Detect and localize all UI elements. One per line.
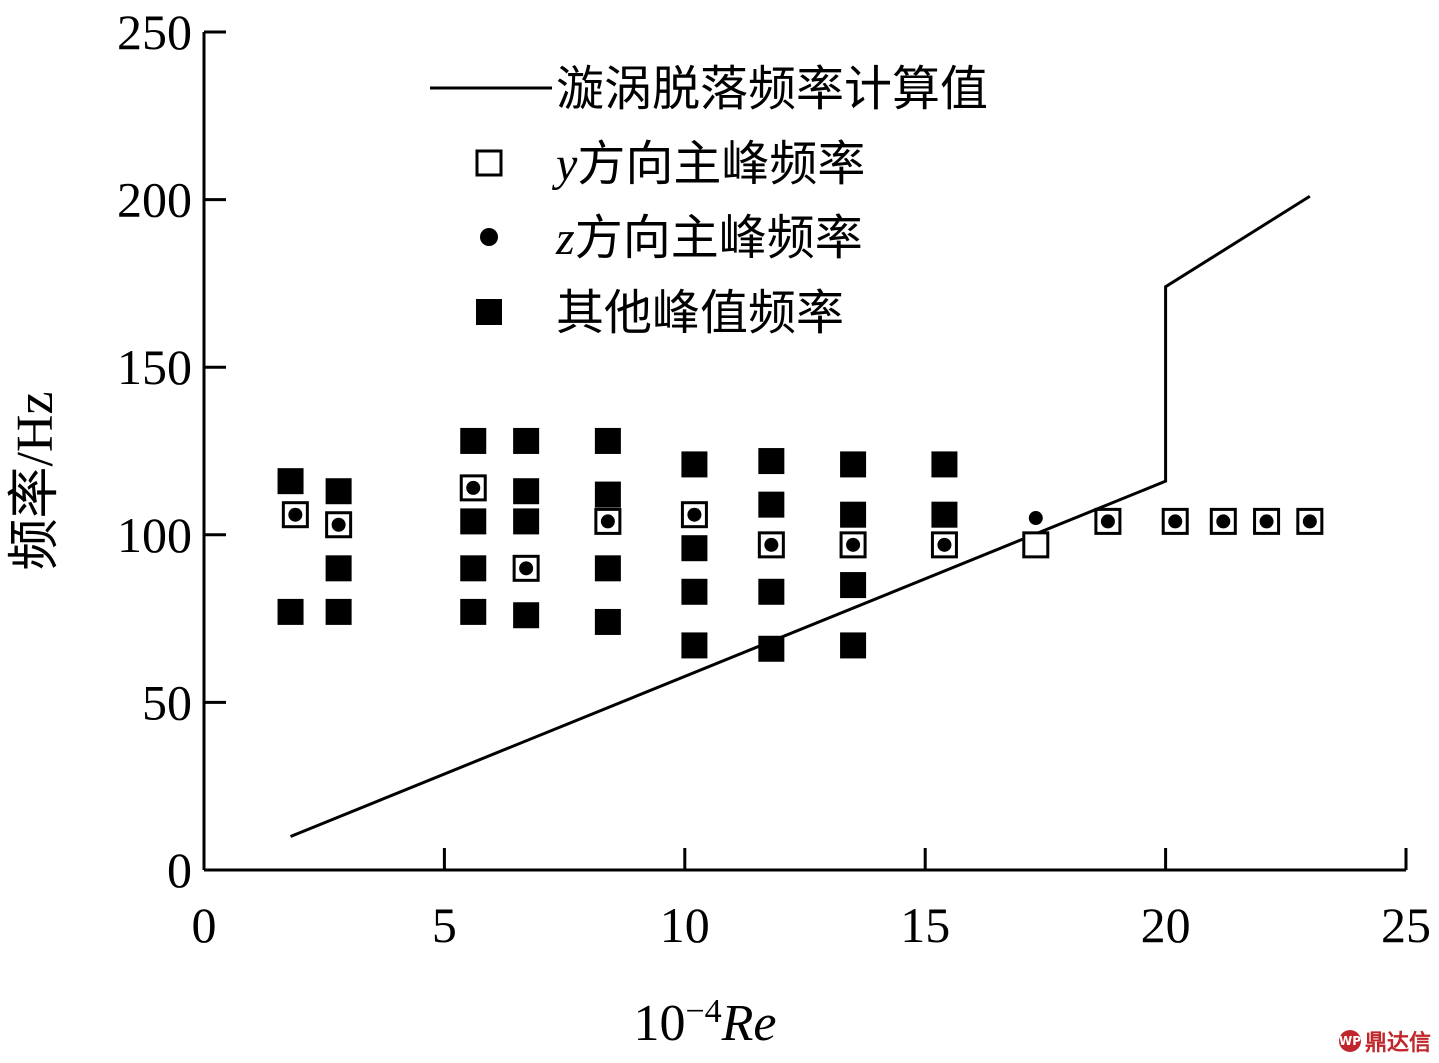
- y-main-peak-point: [325, 511, 353, 539]
- y-tick-label: 200: [117, 172, 192, 228]
- legend-open-square-icon: [475, 149, 503, 177]
- legend-item: y方向主峰频率: [475, 138, 865, 191]
- y-tick-label: 150: [117, 339, 192, 395]
- z-main-peak-point: [687, 507, 702, 522]
- y-main-peak-point: [839, 531, 867, 559]
- other-peak-point: [594, 608, 621, 635]
- legend-label: 漩涡脱落频率计算值: [556, 63, 988, 116]
- watermark-logo-icon: WP: [1339, 1030, 1361, 1052]
- y-tick-label: 0: [167, 842, 192, 898]
- watermark-text: 鼎达信: [1364, 1031, 1431, 1056]
- x-axis-label-variable: Re: [721, 995, 777, 1052]
- vortex-shedding-line: [289, 194, 1311, 838]
- y-main-peak-point: [594, 507, 622, 535]
- z-main-peak-point: [331, 517, 346, 532]
- other-peak-point: [594, 555, 621, 582]
- legend-label-text: 方向主峰频率: [575, 212, 863, 265]
- y-main-peak-point: [757, 531, 785, 559]
- other-peak-point: [840, 632, 867, 659]
- y-main-peak-point: [1022, 531, 1050, 559]
- other-peak-point: [325, 555, 352, 582]
- other-peak-point: [681, 451, 708, 478]
- z-main-peak-point: [288, 507, 303, 522]
- legend-item: 漩涡脱落频率计算值: [430, 63, 988, 116]
- y-tick-label: 250: [117, 4, 192, 60]
- other-peak-point: [513, 427, 540, 454]
- x-tick-label: 15: [900, 897, 950, 953]
- other-peak-point: [840, 451, 867, 478]
- x-tick-label: 5: [432, 897, 457, 953]
- legend-label-variable: z: [555, 212, 575, 265]
- other-peak-point: [758, 448, 785, 475]
- z-main-peak-point: [846, 537, 861, 552]
- other-peak-point: [460, 555, 487, 582]
- other-peak-point: [513, 508, 540, 535]
- y-main-peak-point: [281, 501, 309, 529]
- x-axis-label-exponent: −4: [685, 993, 721, 1030]
- x-tick-label: 10: [660, 897, 710, 953]
- legend-label: z方向主峰频率: [555, 212, 863, 265]
- x-axis-label: 10−4Re: [633, 993, 776, 1053]
- y-main-peak-point: [1094, 507, 1122, 535]
- x-tick-label: 20: [1141, 897, 1191, 953]
- z-main-peak-point: [764, 537, 779, 552]
- z-main-peak-point: [1216, 514, 1231, 529]
- other-peak-point: [277, 598, 304, 625]
- other-peak-point: [758, 491, 785, 518]
- other-peak-point: [758, 635, 785, 662]
- other-peak-point: [513, 478, 540, 505]
- x-axis-label-prefix: 10: [633, 995, 685, 1052]
- other-peak-point: [594, 481, 621, 508]
- watermark: WP 鼎达信: [1339, 1025, 1431, 1057]
- other-peak-point: [325, 478, 352, 505]
- legend-label-text: 方向主峰频率: [577, 138, 865, 191]
- other-peak-point: [758, 578, 785, 605]
- x-tick-label: 25: [1381, 897, 1431, 953]
- other-peak-point: [681, 578, 708, 605]
- z-main-peak-point: [1168, 514, 1183, 529]
- y-main-peak-point: [1161, 507, 1189, 535]
- other-peak-point: [460, 598, 487, 625]
- legend-filled-square-icon: [476, 299, 502, 325]
- z-main-peak-point: [1028, 511, 1043, 526]
- z-main-peak-point: [1259, 514, 1274, 529]
- other-peak-point: [840, 501, 867, 528]
- z-main-peak-point: [1302, 514, 1317, 529]
- legend-label: 其他峰值频率: [556, 287, 844, 340]
- other-peak-point: [681, 535, 708, 562]
- z-main-peak-point: [1100, 514, 1115, 529]
- other-peak-point: [931, 501, 958, 528]
- z-main-peak-point: [519, 561, 534, 576]
- other-peak-point: [931, 451, 958, 478]
- legend-dot-icon: [480, 228, 498, 246]
- legend-item: z方向主峰频率: [480, 212, 863, 265]
- legend-label-variable: y: [551, 138, 578, 191]
- y-tick-label: 100: [117, 507, 192, 563]
- x-tick-label: 0: [192, 897, 217, 953]
- z-main-peak-point: [466, 480, 481, 495]
- other-peak-point: [594, 427, 621, 454]
- other-peak-point: [513, 602, 540, 629]
- z-main-peak-point: [937, 537, 952, 552]
- y-tick-label: 50: [142, 674, 192, 730]
- y-axis-label: 频率/Hz: [7, 391, 64, 570]
- series-layer: [277, 194, 1324, 838]
- other-peak-point: [460, 427, 487, 454]
- other-peak-point: [277, 468, 304, 495]
- other-peak-point: [681, 632, 708, 659]
- legend-item: 其他峰值频率: [476, 287, 844, 340]
- other-peak-point: [840, 572, 867, 599]
- other-peak-point: [325, 598, 352, 625]
- z-main-peak-point: [600, 514, 615, 529]
- legend-label: y方向主峰频率: [551, 138, 865, 191]
- other-peak-point: [460, 508, 487, 535]
